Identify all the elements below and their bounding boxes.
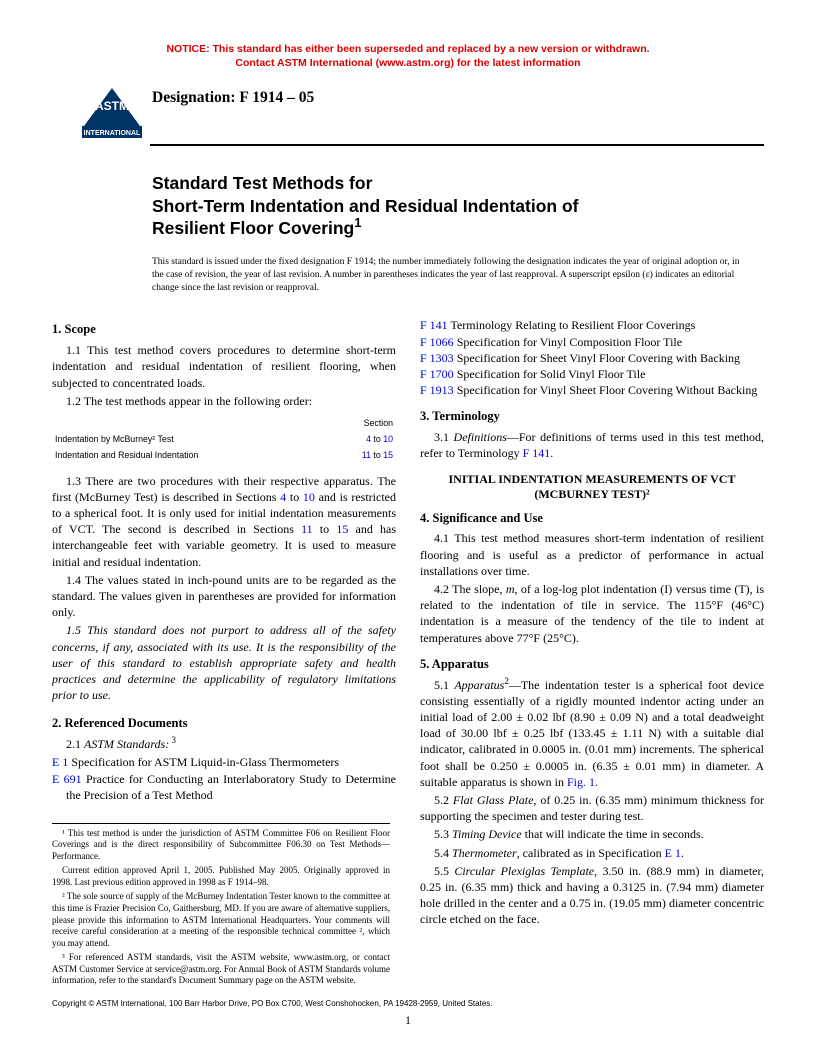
para-1-3: 1.3 There are two procedures with their … (52, 473, 396, 570)
para-1-2: 1.2 The test methods appear in the follo… (52, 393, 396, 409)
footnote-1: ¹ This test method is under the jurisdic… (52, 828, 390, 863)
sections-mini-table: Section Indentation by McBurney² Test 4 … (52, 415, 396, 465)
link-sec-15[interactable]: 15 (383, 450, 393, 460)
scope-heading: 1. Scope (52, 321, 396, 338)
para-5-3: 5.3 Timing Device that will indicate the… (420, 826, 764, 842)
doc-title: Standard Test Methods for Short-Term Ind… (152, 172, 764, 239)
ref-f1700: F 1700 Specification for Solid Vinyl Flo… (434, 366, 764, 382)
link-f141[interactable]: F 141 (420, 318, 448, 332)
ref-f1303: F 1303 Specification for Sheet Vinyl Flo… (434, 350, 764, 366)
column-right: F 141 Terminology Relating to Resilient … (420, 317, 764, 989)
link-f1913[interactable]: F 1913 (420, 383, 454, 397)
footnotes: ¹ This test method is under the jurisdic… (52, 823, 390, 987)
link-sec-10b[interactable]: 10 (303, 490, 315, 504)
refdoc-heading: 2. Referenced Documents (52, 715, 396, 732)
page-number: 1 (0, 1012, 816, 1028)
link-e1b[interactable]: E 1 (665, 846, 681, 860)
para-3-1: 3.1 Definitions—For definitions of terms… (420, 429, 764, 461)
designation-value: F 1914 – 05 (239, 89, 314, 106)
title-footnote-marker: 1 (354, 215, 361, 230)
title-line2: Short-Term Indentation and Residual Inde… (152, 196, 578, 216)
link-f141b[interactable]: F 141 (523, 446, 551, 460)
footnote-1b: Current edition approved April 1, 2005. … (52, 865, 390, 888)
para-1-5: 1.5 This standard does not purport to ad… (52, 622, 396, 703)
ref-e1: E 1 Specification for ASTM Liquid-in-Gla… (66, 754, 396, 770)
para-5-5: 5.5 Circular Plexiglas Template, 3.50 in… (420, 863, 764, 928)
link-f1303[interactable]: F 1303 (420, 351, 454, 365)
header-row: ASTM INTERNATIONAL Designation: F 1914 –… (82, 84, 764, 140)
designation-line: Designation: F 1914 – 05 (152, 88, 314, 109)
para-5-4: 5.4 Thermometer, calibrated as in Specif… (420, 845, 764, 861)
designation-label: Designation: (152, 89, 239, 106)
mini-row2-label: Indentation and Residual Indentation (54, 449, 329, 463)
para-2-1: 2.1 ASTM Standards: 3 (52, 736, 396, 752)
title-line1: Standard Test Methods for (152, 173, 372, 193)
footnote-3: ³ For referenced ASTM standards, visit t… (52, 952, 390, 987)
ref-f1066: F 1066 Specification for Vinyl Compositi… (434, 334, 764, 350)
title-block: Standard Test Methods for Short-Term Ind… (152, 172, 764, 239)
mini-row1-label: Indentation by McBurney² Test (54, 433, 329, 447)
svg-text:INTERNATIONAL: INTERNATIONAL (84, 130, 141, 137)
mini-row1-value: 4 to 10 (331, 433, 394, 447)
para-4-1: 4.1 This test method measures short-term… (420, 530, 764, 579)
ref-f141: F 141 Terminology Relating to Resilient … (434, 317, 764, 333)
link-sec-15b[interactable]: 15 (336, 522, 348, 536)
link-e1[interactable]: E 1 (52, 755, 68, 769)
title-line3: Resilient Floor Covering (152, 218, 354, 238)
link-sec-11b[interactable]: 11 (301, 522, 313, 536)
link-sec-11[interactable]: 11 (362, 450, 371, 460)
withdrawal-notice: NOTICE: This standard has either been su… (52, 42, 764, 70)
para-5-2: 5.2 Flat Glass Plate, of 0.25 in. (6.35 … (420, 792, 764, 824)
header-rule (150, 144, 764, 146)
terminology-heading: 3. Terminology (420, 408, 764, 425)
ref-e691: E 691 Practice for Conducting an Interla… (66, 771, 396, 803)
mini-empty (54, 417, 329, 431)
mini-section-header: Section (331, 417, 394, 431)
para-5-1: 5.1 Apparatus2—The indentation tester is… (420, 677, 764, 790)
link-f1700[interactable]: F 1700 (420, 367, 454, 381)
astm-logo-icon: ASTM INTERNATIONAL (82, 84, 142, 140)
copyright-line: Copyright © ASTM International, 100 Barr… (52, 999, 493, 1010)
mini-row2-value: 11 to 15 (331, 449, 394, 463)
svg-text:ASTM: ASTM (95, 99, 129, 113)
link-f1066[interactable]: F 1066 (420, 335, 454, 349)
para-1-4: 1.4 The values stated in inch-pound unit… (52, 572, 396, 621)
apparatus-heading: 5. Apparatus (420, 656, 764, 673)
ref-f1913: F 1913 Specification for Vinyl Sheet Flo… (434, 382, 764, 398)
para-1-1: 1.1 This test method covers procedures t… (52, 342, 396, 391)
significance-heading: 4. Significance and Use (420, 510, 764, 527)
page: NOTICE: This standard has either been su… (0, 0, 816, 1056)
link-sec-10[interactable]: 10 (383, 434, 393, 444)
footnote-2: ² The sole source of supply of the McBur… (52, 891, 390, 949)
link-e691[interactable]: E 691 (52, 772, 82, 786)
notice-line1: NOTICE: This standard has either been su… (166, 43, 649, 55)
issuance-note: This standard is issued under the fixed … (152, 256, 742, 296)
column-left: 1. Scope 1.1 This test method covers pro… (52, 317, 396, 989)
para-4-2: 4.2 The slope, m, of a log-log plot inde… (420, 581, 764, 646)
mcburney-subheading: INITIAL INDENTATION MEASUREMENTS OF VCT … (420, 472, 764, 502)
notice-line2: Contact ASTM International (www.astm.org… (235, 57, 580, 69)
two-column-body: 1. Scope 1.1 This test method covers pro… (52, 317, 764, 989)
link-fig1[interactable]: Fig. 1 (567, 775, 595, 789)
